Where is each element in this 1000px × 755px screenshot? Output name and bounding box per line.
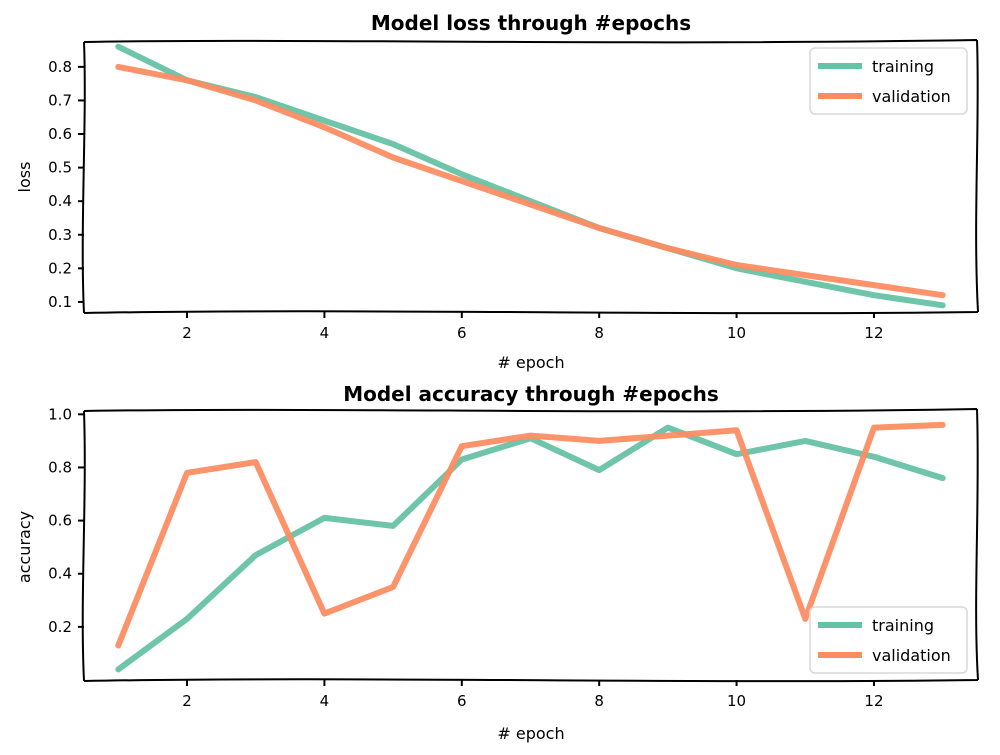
loss-x-tick-label: 4 — [320, 324, 330, 342]
accuracy-y-tick-label: 1.0 — [48, 405, 72, 423]
loss-validation-line — [115, 63, 946, 299]
loss-y-tick-label: 0.3 — [48, 226, 72, 244]
loss-y-axis-label: loss — [15, 162, 34, 193]
accuracy-validation-line — [115, 421, 946, 649]
loss-y-tick-label: 0.1 — [48, 293, 72, 311]
accuracy-y-tick-label: 0.8 — [48, 458, 72, 476]
accuracy-x-tick-label: 6 — [457, 692, 467, 710]
accuracy-y-tick-label: 0.4 — [48, 565, 72, 583]
loss-legend: training validation — [809, 47, 968, 115]
accuracy-x-ticks: 2 4 6 8 10 12 — [182, 680, 884, 710]
loss-chart-title: Model loss through #epochs — [371, 11, 691, 35]
loss-x-tick-label: 8 — [594, 324, 604, 342]
accuracy-y-ticks: 0.2 0.4 0.6 0.8 1.0 — [48, 405, 84, 636]
loss-chart: Model loss through #epochs # epoch loss … — [15, 11, 979, 372]
accuracy-x-axis-label: # epoch — [497, 724, 564, 743]
loss-x-ticks: 2 4 6 8 10 12 — [182, 312, 884, 342]
accuracy-legend-label-training: training — [872, 616, 934, 635]
loss-x-tick-label: 10 — [727, 324, 746, 342]
loss-x-tick-label: 12 — [864, 324, 883, 342]
accuracy-y-axis-label: accuracy — [15, 511, 34, 583]
loss-plot-frame — [81, 39, 979, 315]
accuracy-chart: Model accuracy through #epochs # epoch a… — [15, 382, 979, 743]
accuracy-x-tick-label: 10 — [727, 692, 746, 710]
loss-x-tick-label: 6 — [457, 324, 467, 342]
loss-y-tick-label: 0.2 — [48, 259, 72, 277]
loss-y-ticks: 0.1 0.2 0.3 0.4 0.5 0.6 0.7 0.8 — [48, 58, 84, 311]
loss-y-tick-label: 0.4 — [48, 192, 72, 210]
accuracy-plot-frame — [81, 408, 979, 683]
accuracy-x-tick-label: 8 — [594, 692, 604, 710]
loss-legend-label-training: training — [872, 57, 934, 76]
loss-y-tick-label: 0.6 — [48, 125, 72, 143]
accuracy-y-tick-label: 0.6 — [48, 512, 72, 530]
accuracy-series-lines — [115, 421, 946, 673]
accuracy-x-tick-label: 2 — [182, 692, 192, 710]
accuracy-x-tick-label: 4 — [320, 692, 330, 710]
loss-y-tick-label: 0.7 — [48, 91, 72, 109]
loss-y-tick-label: 0.8 — [48, 58, 72, 76]
loss-x-tick-label: 2 — [182, 324, 192, 342]
loss-training-line — [115, 43, 946, 309]
loss-x-axis-label: # epoch — [497, 353, 564, 372]
accuracy-legend: training validation — [809, 606, 968, 674]
loss-series-lines — [115, 43, 946, 309]
accuracy-chart-title: Model accuracy through #epochs — [343, 382, 719, 406]
loss-y-tick-label: 0.5 — [48, 159, 72, 177]
loss-legend-label-validation: validation — [872, 87, 951, 106]
accuracy-legend-label-validation: validation — [872, 646, 951, 665]
accuracy-x-tick-label: 12 — [864, 692, 883, 710]
accuracy-y-tick-label: 0.2 — [48, 618, 72, 636]
